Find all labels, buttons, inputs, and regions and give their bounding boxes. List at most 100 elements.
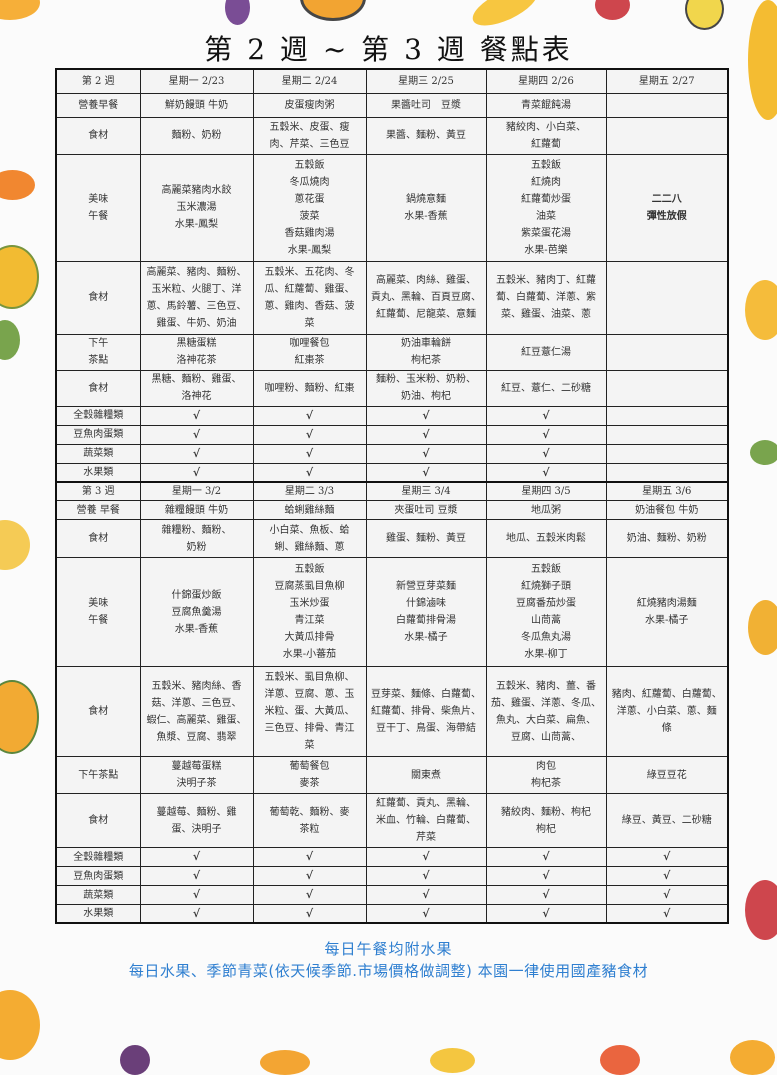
menu-cell: 高麗菜、肉絲、雞蛋、 貢丸、黑輪、百頁豆腐、 紅蘿蔔、尼龍菜、意麵 xyxy=(365,260,487,335)
check-mark: √ xyxy=(485,462,607,484)
table-row: 食材 蔓越莓、麵粉、雞 蛋、決明子 葡萄乾、麵粉、麥 茶粒 紅蘿蔔、貢丸、黑輪、 米血… xyxy=(55,793,729,848)
table-row: 食材 五穀米、豬肉絲、香 菇、洋蔥、三色豆、 蝦仁、高麗菜、雞蛋、 魚漿、豆腐、翡… xyxy=(55,666,729,757)
menu-cell: 地瓜粥 xyxy=(485,500,607,520)
menu-cell: 豬絞肉、麵粉、枸杞 枸杞 xyxy=(485,793,607,848)
table-row: 美味 午餐 高麗菜豬肉水餃 玉米濃湯 水果-鳳梨 五穀飯 冬瓜燒肉 蔥花蛋 菠菜 香… xyxy=(55,153,729,262)
menu-cell: 什錦蛋炒飯 豆腐魚羹湯 水果-香蕉 xyxy=(139,557,254,667)
check-mark: √ xyxy=(485,424,607,445)
food-group-row: 水果類 √ √ √ √ √ xyxy=(55,904,729,924)
menu-cell: 五穀米、豬肉、薑、番 茄、雞蛋、洋蔥、冬瓜、 魚丸、大白菜、扁魚、 豆腐、山茼蒿… xyxy=(485,666,607,757)
fruit-decoration xyxy=(0,990,40,1060)
check-mark: √ xyxy=(485,904,607,924)
menu-cell: 五穀米、豬肉丁、紅蘿 蔔、白蘿蔔、洋蔥、紫 菜、雞蛋、油菜、蔥 xyxy=(485,260,607,335)
menu-cell: 鮮奶饅頭 牛奶 xyxy=(139,92,254,118)
check-mark: √ xyxy=(365,847,487,867)
fruit-decoration xyxy=(748,600,777,655)
fruit-decoration xyxy=(745,880,777,940)
row-label: 食材 xyxy=(55,793,141,848)
menu-cell: 五穀米、五花肉、冬 瓜、紅蘿蔔、雞蛋、 蔥、雞肉、香菇、菠 菜 xyxy=(252,260,367,335)
menu-cell: 綠豆、黃豆、二砂糖 xyxy=(605,793,729,848)
table-row: 營養 早餐 雜糧饅頭 牛奶 蛤蜊雞絲麵 夾蛋吐司 豆漿 地瓜粥 奶油餐包 牛奶 xyxy=(55,500,729,520)
menu-cell: 紅燒豬肉湯麵 水果-橘子 xyxy=(605,557,729,667)
week-2-menu-table: 第 2 週星期一 2/23 星期二 2/24 星期三 2/25 星期四 2/26 星期五… xyxy=(55,68,729,484)
row-label: 下午 茶點 xyxy=(55,333,141,371)
fruit-decoration xyxy=(0,245,39,309)
fruit-decoration xyxy=(0,0,40,20)
menu-cell: 紅蘿蔔、貢丸、黑輪、 米血、竹輪、白蘿蔔、 芹菜 xyxy=(365,793,487,848)
table-row: 下午 茶點 黑糖蛋糕 洛神花茶 咖哩餐包 紅棗茶 奶油車輪餅 枸杞茶 紅豆薏仁湯 xyxy=(55,333,729,371)
table-row: 食材 黑糖、麵粉、雞蛋、 洛神花 咖哩粉、麵粉、紅棗 麵粉、玉米粉、奶粉、 奶油、枸杞… xyxy=(55,369,729,407)
menu-cell: 五穀飯 紅燒肉 紅蘿蔔炒蛋 油菜 紫菜蛋花湯 水果-芭樂 xyxy=(485,153,607,262)
fruit-decoration xyxy=(0,320,20,360)
check-mark xyxy=(605,462,729,484)
menu-cell: 雜糧粉、麵粉、 奶粉 xyxy=(139,519,254,558)
check-mark: √ xyxy=(485,885,607,905)
fruit-decoration xyxy=(430,1048,475,1073)
check-mark: √ xyxy=(252,424,367,445)
check-mark: √ xyxy=(485,847,607,867)
day-header: 星期一 3/2 xyxy=(139,481,254,501)
check-mark: √ xyxy=(252,904,367,924)
day-header: 星期四 2/26 xyxy=(485,68,607,94)
check-mark: √ xyxy=(139,904,254,924)
row-label: 食材 xyxy=(55,116,141,155)
menu-cell: 葡萄乾、麵粉、麥 茶粒 xyxy=(252,793,367,848)
week-label: 第 3 週 xyxy=(55,481,141,501)
fruit-decoration xyxy=(300,0,366,21)
fruit-decoration xyxy=(745,280,777,340)
food-group-label: 全穀雜糧類 xyxy=(55,847,141,867)
menu-cell: 五穀飯 豆腐蒸虱目魚柳 玉米炒蛋 青江菜 大黃瓜排骨 水果-小蕃茄 xyxy=(252,557,367,667)
table-row: 食材 高麗菜、豬肉、麵粉、 玉米粒、火腿丁、洋 蔥、馬鈴薯、三色豆、 雞蛋、牛奶、… xyxy=(55,260,729,335)
table-row: 下午茶點 蔓越莓蛋糕 決明子茶 葡萄餐包 麥茶 關東煮 肉包 枸杞茶 綠豆豆花 xyxy=(55,756,729,794)
row-label: 食材 xyxy=(55,666,141,757)
menu-cell: 奶油餐包 牛奶 xyxy=(605,500,729,520)
day-header: 星期三 3/4 xyxy=(365,481,487,501)
menu-cell: 二二八 彈性放假 xyxy=(605,153,729,262)
row-label: 營養早餐 xyxy=(55,92,141,118)
day-header: 星期五 2/27 xyxy=(605,68,729,94)
menu-cell: 五穀米、虱目魚柳、 洋蔥、豆腐、蔥、玉 米粒、蛋、大黃瓜、 三色豆、排骨、青江 … xyxy=(252,666,367,757)
menu-cell: 夾蛋吐司 豆漿 xyxy=(365,500,487,520)
check-mark: √ xyxy=(485,405,607,426)
menu-cell: 蔓越莓、麵粉、雞 蛋、決明子 xyxy=(139,793,254,848)
check-mark: √ xyxy=(365,866,487,886)
menu-cell: 高麗菜豬肉水餃 玉米濃湯 水果-鳳梨 xyxy=(139,153,254,262)
menu-cell xyxy=(605,92,729,118)
menu-cell xyxy=(605,116,729,155)
week-3-menu-table: 第 3 週星期一 3/2 星期二 3/3 星期三 3/4 星期四 3/5 星期五 3/6… xyxy=(55,481,729,924)
menu-cell: 蔓越莓蛋糕 決明子茶 xyxy=(139,756,254,794)
day-header: 星期四 3/5 xyxy=(485,481,607,501)
check-mark: √ xyxy=(485,866,607,886)
food-group-row: 豆魚肉蛋類 √ √ √ √ xyxy=(55,424,729,445)
check-mark: √ xyxy=(139,424,254,445)
row-label: 營養 早餐 xyxy=(55,500,141,520)
check-mark: √ xyxy=(605,847,729,867)
food-group-row: 全穀雜糧類 √ √ √ √ √ xyxy=(55,847,729,867)
check-mark: √ xyxy=(365,443,487,464)
page-title: 第 2 週 ~ 第 3 週 餐點表 xyxy=(204,33,573,66)
fruit-decoration xyxy=(748,0,777,120)
menu-cell: 五穀飯 冬瓜燒肉 蔥花蛋 菠菜 香菇雞肉湯 水果-鳳梨 xyxy=(252,153,367,262)
check-mark: √ xyxy=(365,904,487,924)
menu-cell: 雞蛋、麵粉、黃豆 xyxy=(365,519,487,558)
menu-cell: 果醬、麵粉、黃豆 xyxy=(365,116,487,155)
menu-cell: 肉包 枸杞茶 xyxy=(485,756,607,794)
menu-cell: 關東煮 xyxy=(365,756,487,794)
check-mark xyxy=(605,443,729,464)
food-group-label: 蔬菜類 xyxy=(55,885,141,905)
table-row: 食材 雜糧粉、麵粉、 奶粉 小白菜、魚板、蛤 蜊、雞絲麵、蔥 雞蛋、麵粉、黃豆 地瓜、五… xyxy=(55,519,729,558)
row-label: 美味 午餐 xyxy=(55,557,141,667)
menu-cell: 麵粉、玉米粉、奶粉、 奶油、枸杞 xyxy=(365,369,487,407)
menu-cell: 小白菜、魚板、蛤 蜊、雞絲麵、蔥 xyxy=(252,519,367,558)
food-group-label: 全穀雜糧類 xyxy=(55,405,141,426)
fruit-decoration xyxy=(600,1045,640,1075)
menu-cell: 綠豆豆花 xyxy=(605,756,729,794)
menu-cell: 黑糖、麵粉、雞蛋、 洛神花 xyxy=(139,369,254,407)
header-row: 第 3 週星期一 3/2 星期二 3/3 星期三 3/4 星期四 3/5 星期五 3/6 xyxy=(55,481,729,501)
row-label: 食材 xyxy=(55,519,141,558)
row-label: 食材 xyxy=(55,369,141,407)
fruit-decoration xyxy=(750,440,777,465)
fruit-decoration xyxy=(0,520,30,570)
menu-cell: 豬肉、紅蘿蔔、白蘿蔔、 洋蔥、小白菜、蔥、麵 條 xyxy=(605,666,729,757)
table-row: 營養早餐 鮮奶饅頭 牛奶 皮蛋瘦肉粥 果醬吐司 豆漿 青菜餛飩湯 xyxy=(55,92,729,118)
